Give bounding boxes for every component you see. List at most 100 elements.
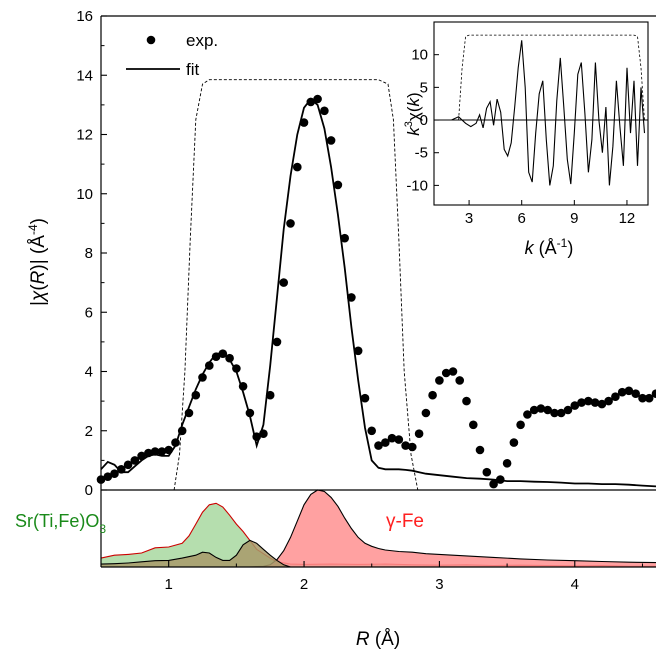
inset-y-tick-label: 10 — [411, 47, 428, 64]
exp-data-point — [509, 438, 519, 447]
exp-data-point — [279, 278, 289, 287]
exp-data-point — [638, 393, 647, 403]
inset-x-tick-label: 6 — [518, 210, 526, 227]
inset-x-axis-title: k (Å-1) — [525, 236, 574, 258]
exp-data-point — [320, 106, 329, 116]
exp-data-point — [563, 405, 573, 415]
exp-data-point — [360, 393, 370, 403]
x-tick-label: 2 — [300, 576, 308, 593]
exp-data-point — [462, 396, 471, 406]
inset-y-axis-title: k3χ(k) — [403, 92, 423, 135]
y-tick-label: 14 — [76, 67, 93, 84]
legend: exp. fit — [126, 31, 218, 79]
inset-x-tick-label: 3 — [465, 210, 473, 227]
exp-data-point — [414, 429, 424, 439]
exp-data-point — [441, 368, 451, 378]
exp-data-point — [110, 469, 119, 479]
component-fill-1 — [101, 490, 656, 567]
inset-k3chi-line — [451, 40, 646, 186]
exp-data-point — [381, 438, 390, 447]
exp-data-point — [435, 376, 444, 385]
inset-x-tick-label: 9 — [570, 210, 578, 227]
exp-data-point — [550, 408, 559, 418]
exp-data-point — [529, 405, 539, 415]
y-tick-label: 0 — [85, 482, 93, 499]
exp-data-point — [150, 447, 160, 456]
exp-data-point — [611, 392, 620, 402]
exp-data-point — [313, 94, 322, 104]
exp-data-point — [394, 435, 404, 444]
exp-data-point — [347, 293, 356, 302]
exp-data-point — [130, 456, 140, 465]
exp-data-point — [584, 396, 593, 406]
exp-data-point — [516, 420, 525, 430]
exp-data-point — [448, 367, 458, 376]
exp-data-point — [225, 353, 234, 363]
exp-data-point — [631, 389, 640, 399]
inset-y-tick-label: -5 — [415, 145, 428, 162]
exp-data-point — [556, 408, 566, 418]
exp-data-point — [421, 408, 431, 418]
exp-data-point — [428, 390, 437, 400]
exp-data-point — [577, 398, 586, 407]
x-tick-label: 1 — [165, 576, 173, 593]
component-label-gamma-fe: γ-Fe — [386, 511, 424, 532]
y-tick-label: 10 — [76, 186, 93, 203]
labels-layer: exp. fit Sr(Ti,Fe)O3 γ-Fe — [15, 31, 424, 536]
y-tick-label: 12 — [76, 127, 93, 144]
exp-data-point — [523, 410, 532, 419]
y-tick-label: 6 — [85, 304, 93, 321]
exp-data-point — [543, 405, 552, 415]
y-tick-label: 8 — [85, 245, 93, 262]
exp-data-point — [590, 398, 600, 407]
exp-data-point — [353, 346, 363, 356]
exp-data-point — [103, 472, 113, 482]
x-tick-label: 4 — [571, 576, 579, 593]
exp-data-point — [340, 233, 350, 243]
exp-data-point — [157, 447, 167, 456]
legend-dot-marker — [146, 35, 156, 45]
exp-data-point — [408, 442, 417, 452]
x-axis-title: R (Å) — [356, 629, 400, 650]
exp-data-point — [489, 479, 498, 489]
series-layer — [96, 79, 656, 491]
exp-data-point — [326, 136, 336, 145]
exp-data-point — [570, 401, 580, 410]
component-label-srtifeo3: Sr(Ti,Fe)O3 — [15, 511, 106, 536]
exp-data-point — [333, 180, 343, 190]
y-tick-label: 16 — [76, 8, 93, 25]
exp-data-point — [272, 337, 282, 347]
exp-data-point — [651, 389, 656, 398]
component-fill-2 — [101, 540, 656, 567]
exp-data-point — [387, 433, 397, 443]
exp-data-point — [401, 441, 410, 450]
y-tick-label: 2 — [85, 423, 93, 440]
exp-data-point — [374, 441, 383, 450]
exp-data-point — [624, 386, 634, 396]
exp-data-point — [536, 404, 546, 413]
inset-x-tick-label: 12 — [619, 210, 636, 227]
inset-frame — [433, 21, 649, 206]
window-line — [173, 79, 419, 491]
x-tick-label: 3 — [435, 576, 443, 593]
exp-data-point — [644, 393, 654, 403]
inset-chart: 10 5 0 -5 -10 3 6 9 12 k (Å-1) k3χ(k) — [403, 21, 649, 258]
exp-data-point — [604, 396, 613, 406]
exp-data-point — [299, 118, 309, 127]
legend-label-fit: fit — [186, 60, 200, 79]
exp-data-point — [265, 390, 275, 400]
exp-data-point — [123, 460, 133, 470]
exp-data-point — [475, 445, 485, 455]
exp-data-point — [293, 162, 302, 172]
inset-y-tick-label: 5 — [420, 79, 428, 96]
component-layer — [100, 489, 656, 568]
inset-y-tick-label: -10 — [406, 177, 428, 194]
fit-line — [100, 97, 656, 488]
exp-data-point — [469, 420, 478, 430]
inset-y-tick-label: 0 — [420, 112, 428, 129]
exp-data-point — [597, 399, 607, 409]
exp-data-point — [617, 387, 627, 397]
